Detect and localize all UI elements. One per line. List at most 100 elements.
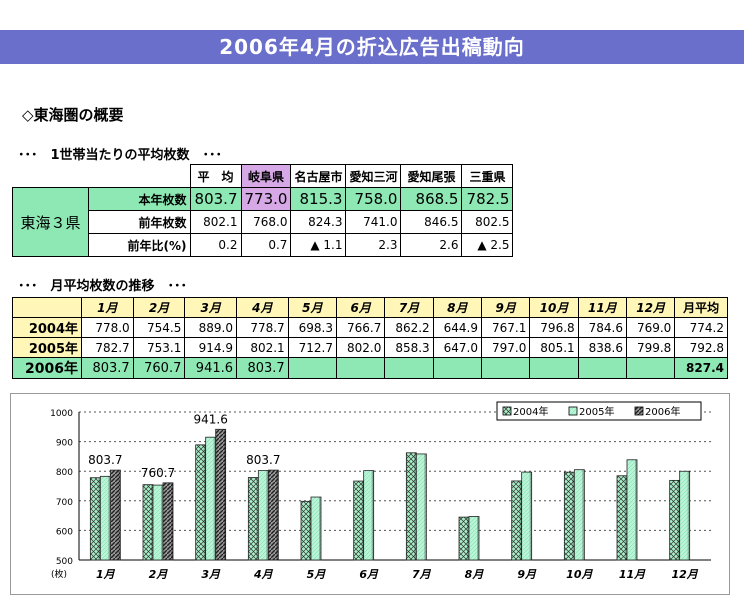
title-banner: 2006年4月の折込広告出稿動向 bbox=[0, 30, 744, 64]
bar-shade bbox=[635, 459, 637, 560]
bar-shade bbox=[161, 485, 163, 560]
cell: 0.2 bbox=[189, 233, 242, 257]
table-cell: 941.6 bbox=[184, 357, 238, 379]
section-heading: ◇東海圏の概要 bbox=[22, 106, 124, 124]
table-avg-cell: 792.8 bbox=[674, 337, 728, 358]
bar-2005年 bbox=[363, 470, 375, 561]
header-gifu: 岐阜県 bbox=[240, 164, 292, 188]
bar-2005年 bbox=[415, 453, 427, 561]
bar-shade bbox=[519, 480, 522, 560]
header-mie: 三重県 bbox=[461, 164, 514, 188]
header-average: 平 均 bbox=[189, 164, 242, 188]
cell: 0.7 bbox=[240, 233, 292, 257]
table-cell: 796.8 bbox=[529, 317, 579, 338]
table-cell bbox=[577, 357, 627, 379]
cell: 802.5 bbox=[461, 210, 514, 234]
table-cell: 889.0 bbox=[184, 317, 238, 338]
bar-2005年 bbox=[310, 496, 322, 561]
subsection-average-per-household: ･･･ 1世帯当たりの平均枚数 ･･･ bbox=[18, 148, 223, 163]
bar-shade bbox=[266, 470, 269, 560]
month-header: 6月 bbox=[336, 297, 386, 318]
y-tick-label: 500 bbox=[56, 557, 73, 567]
bar-shade bbox=[223, 429, 226, 560]
table-cell bbox=[480, 357, 531, 379]
table-cell: 753.1 bbox=[132, 337, 186, 358]
header-aichi-owari: 愛知尾張 bbox=[400, 164, 463, 188]
month-avg-header: 月平均 bbox=[674, 297, 728, 318]
table-cell: 778.0 bbox=[81, 317, 134, 338]
bar-shade bbox=[118, 470, 121, 560]
data-label: 803.7 bbox=[88, 453, 122, 467]
table-cell bbox=[625, 357, 676, 379]
cell: 802.1 bbox=[189, 210, 242, 234]
cell: 2.6 bbox=[400, 233, 463, 257]
cell: 773.0 bbox=[240, 187, 292, 211]
legend-box bbox=[496, 401, 702, 421]
x-tick-label: 2月 bbox=[149, 568, 169, 581]
table-cell: 767.1 bbox=[480, 317, 531, 338]
bar-chart-svg: 1000 900 800 700 600 500(枚) 1月 2月 3月 4月 5月 6月 7月 8月 9月… bbox=[50, 401, 711, 581]
x-tick-label: 3月 bbox=[201, 568, 221, 581]
y-tick-label: 900 bbox=[56, 439, 73, 449]
x-tick-label: 5月 bbox=[307, 568, 327, 581]
y-tick-label: 800 bbox=[56, 468, 73, 478]
y-unit-label: (枚) bbox=[51, 568, 67, 580]
bar-shade bbox=[677, 480, 680, 560]
legend-label: 2004年 bbox=[513, 405, 548, 418]
table-cell: 712.7 bbox=[287, 337, 338, 358]
x-tick-label: 4月 bbox=[253, 568, 274, 581]
monthly-chart: 1000 900 800 700 600 500 (枚) 1月 2月 3月 4月 5月 6月 7月 8月 9月… bbox=[10, 393, 730, 595]
table-cell: 799.8 bbox=[625, 337, 676, 358]
x-tick-label: 7月 bbox=[412, 568, 432, 581]
bar-2006年 bbox=[109, 469, 121, 561]
table-cell: 766.7 bbox=[336, 317, 386, 338]
cell: 803.7 bbox=[189, 187, 242, 211]
x-tick-label: 9月 bbox=[517, 568, 537, 581]
bar-shade bbox=[424, 453, 427, 560]
table-cell: 802.0 bbox=[336, 337, 386, 358]
cell: 782.5 bbox=[461, 187, 514, 211]
x-tick-label: 6月 bbox=[359, 568, 379, 581]
row-label-yoy: 前年比(%) bbox=[88, 233, 191, 257]
header-nagoya: 名古屋市 bbox=[290, 164, 347, 188]
bar-shade bbox=[467, 517, 469, 560]
bar-shade bbox=[203, 444, 206, 560]
bar-shade bbox=[687, 471, 690, 560]
year-label: 2005年 bbox=[12, 337, 82, 358]
month-header: 5月 bbox=[287, 297, 338, 318]
bar-shade bbox=[529, 472, 532, 560]
data-label: 760.7 bbox=[141, 466, 175, 480]
bar-shade bbox=[625, 475, 627, 560]
cell: 741.0 bbox=[345, 210, 402, 234]
bar-2006年 bbox=[215, 428, 227, 561]
bar-shade bbox=[572, 472, 575, 560]
cell: 2.3 bbox=[345, 233, 402, 257]
legend-swatch bbox=[634, 406, 644, 416]
header-aichi-mikawa: 愛知三河 bbox=[345, 164, 402, 188]
x-tick-label: 11月 bbox=[619, 568, 646, 581]
bar-shade bbox=[108, 476, 111, 560]
x-tick-label: 8月 bbox=[465, 568, 485, 581]
y-tick-label: 1000 bbox=[50, 409, 73, 419]
legend-label: 2006年 bbox=[645, 405, 680, 418]
data-label: 941.6 bbox=[193, 412, 227, 426]
year-label: 2006年 bbox=[12, 357, 82, 379]
table-cell: 805.1 bbox=[529, 337, 579, 358]
table-cell: 838.6 bbox=[577, 337, 627, 358]
average-per-household-table: 平 均 岐阜県 名古屋市 愛知三河 愛知尾張 三重県 東海３県 本年枚数 803… bbox=[12, 164, 514, 257]
table-cell: 647.0 bbox=[432, 337, 483, 358]
month-header: 9月 bbox=[480, 297, 531, 318]
table-cell: 803.7 bbox=[236, 357, 289, 379]
bar-shade bbox=[477, 516, 479, 560]
x-tick-label: 10月 bbox=[566, 568, 593, 581]
table-cell: 644.9 bbox=[432, 317, 483, 338]
table-cell: 858.3 bbox=[384, 337, 434, 358]
table-cell: 862.2 bbox=[384, 317, 434, 338]
month-header: 10月 bbox=[529, 297, 579, 318]
table-cell: 784.6 bbox=[577, 317, 627, 338]
region-label: 東海３県 bbox=[12, 187, 89, 257]
month-header: 7月 bbox=[384, 297, 434, 318]
legend-swatch bbox=[568, 406, 578, 416]
cell: 868.5 bbox=[400, 187, 463, 211]
monthly-trend-table: 1月 2月 3月 4月 5月 6月 7月 8月 9月 10月 11月 12月 月平均 2004年 778.… bbox=[12, 297, 728, 379]
